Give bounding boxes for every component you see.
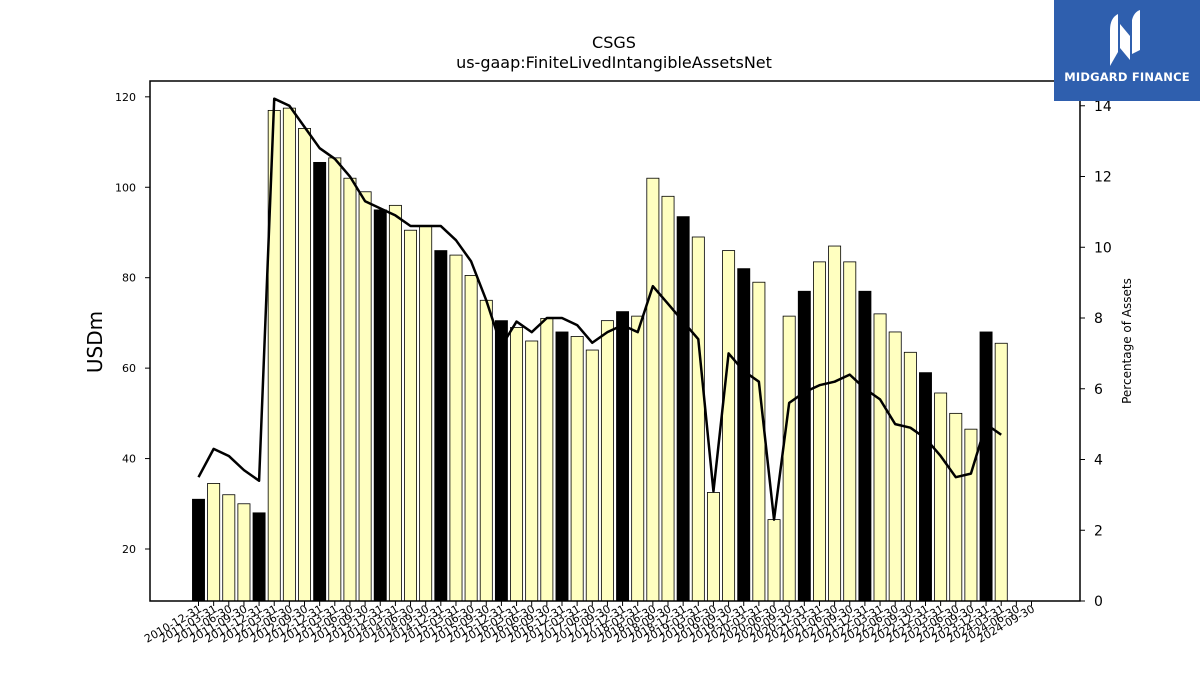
bar — [646, 177, 660, 602]
y2-tick-label: 12 — [1094, 170, 1112, 186]
bar — [919, 372, 932, 602]
y-tick-label: 100 — [115, 181, 136, 194]
bar — [540, 317, 554, 602]
y-axis-ticks: 20 40 60 80 100 120 — [115, 91, 150, 556]
y2-axis-label: Percentage of Assets — [1120, 278, 1134, 404]
midgard-logo-icon — [1110, 10, 1140, 66]
bar — [616, 311, 630, 602]
bar — [691, 236, 705, 602]
brand-logo: MIDGARD FINANCE — [1054, 0, 1200, 101]
bar — [464, 275, 478, 602]
bar — [494, 320, 508, 602]
bar — [752, 281, 766, 602]
bar — [873, 313, 887, 602]
x-axis-ticks: 2010-12-312011-03-312011-06-302011-09-30… — [142, 601, 1037, 646]
bar — [767, 519, 781, 602]
bar — [373, 209, 387, 602]
bar — [934, 392, 948, 602]
bar — [888, 331, 902, 602]
bar — [964, 428, 978, 602]
bar — [525, 340, 539, 602]
bar — [388, 204, 402, 602]
bar — [979, 331, 993, 602]
bar — [237, 503, 251, 602]
bar — [449, 254, 463, 602]
line-series — [197, 97, 1002, 521]
bar — [600, 320, 614, 602]
bar — [479, 299, 493, 602]
bar — [358, 191, 372, 602]
bar — [555, 331, 569, 602]
chart-subtitle: us-gaap:FiniteLivedIntangibleAssetsNet — [456, 53, 772, 72]
bar — [313, 161, 327, 602]
y2-tick-label: 0 — [1094, 594, 1103, 610]
bar — [252, 512, 266, 602]
y2-tick-label: 2 — [1094, 523, 1103, 539]
y-axis-label: USDm — [83, 311, 107, 373]
bar — [706, 492, 720, 602]
bar — [282, 107, 296, 602]
plot-frame — [149, 80, 1081, 602]
bar — [328, 157, 342, 602]
bar — [797, 290, 811, 602]
y-tick-label: 20 — [122, 543, 136, 556]
bar — [858, 290, 872, 602]
line-path — [197, 97, 1002, 521]
bar — [949, 412, 963, 602]
bar — [419, 225, 433, 602]
y-tick-label: 40 — [122, 453, 136, 466]
y-tick-label: 80 — [122, 272, 136, 285]
bar — [207, 483, 221, 602]
bar — [737, 268, 751, 602]
bar — [661, 195, 675, 602]
bar — [343, 177, 357, 602]
bar — [404, 229, 418, 602]
bar — [843, 261, 857, 602]
y2-tick-label: 14 — [1094, 99, 1112, 115]
bar — [434, 250, 448, 602]
bar — [994, 342, 1008, 602]
brand-name: MIDGARD FINANCE — [1064, 70, 1190, 84]
bar — [782, 315, 796, 602]
y2-tick-label: 6 — [1094, 382, 1103, 398]
y-tick-label: 60 — [122, 362, 136, 375]
bar — [676, 216, 690, 602]
y2-tick-label: 4 — [1094, 453, 1103, 469]
bar — [298, 128, 311, 602]
y-tick-label: 120 — [115, 91, 136, 104]
bar — [222, 494, 236, 602]
y2-tick-label: 8 — [1094, 311, 1103, 327]
bar-series — [192, 107, 1008, 602]
bar — [813, 261, 826, 602]
bar — [722, 250, 736, 602]
y2-axis-ticks: 0 2 4 6 8 10 12 14 — [1080, 99, 1112, 610]
bar — [903, 351, 917, 602]
bar — [510, 327, 524, 602]
bar — [828, 245, 842, 602]
chart-title: CSGS — [592, 33, 636, 52]
bar — [631, 315, 645, 602]
y2-tick-label: 10 — [1094, 240, 1112, 256]
bar — [585, 349, 599, 602]
bar — [570, 336, 584, 602]
bar — [192, 498, 205, 602]
